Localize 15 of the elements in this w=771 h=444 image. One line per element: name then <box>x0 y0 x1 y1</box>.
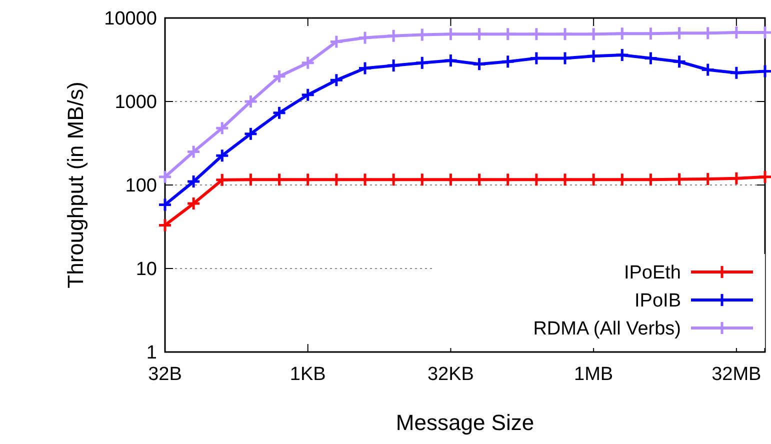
x-tick-label: 32B <box>148 364 182 385</box>
y-tick-label: 1000 <box>114 92 157 114</box>
x-tick-label: 1MB <box>574 364 614 385</box>
y-tick-label: 100 <box>125 176 157 197</box>
x-tick-label: 32MB <box>712 364 762 385</box>
x-axis-title: Message Size <box>396 410 534 435</box>
y-tick-label: 10000 <box>104 8 157 30</box>
x-tick-label: 1KB <box>290 364 326 385</box>
y-axis-title: Throughput (in MB/s) <box>63 82 88 288</box>
legend-label: IPoIB <box>634 290 681 312</box>
y-tick-label: 1 <box>146 342 157 364</box>
legend-label: IPoEth <box>624 262 681 284</box>
x-tick-label: 32KB <box>427 364 474 385</box>
legend-label: RDMA (All Verbs) <box>533 318 681 340</box>
y-tick-label: 10 <box>136 259 157 280</box>
